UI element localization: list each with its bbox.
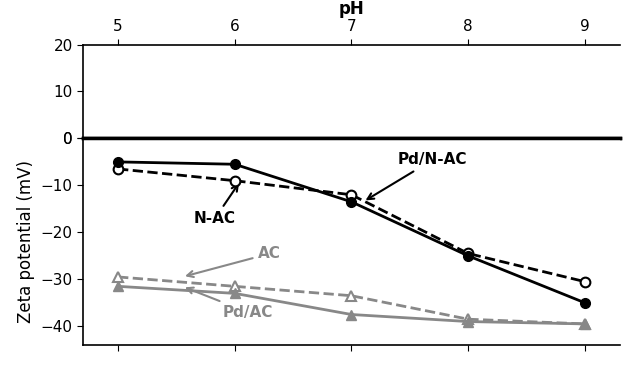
Text: N-AC: N-AC <box>194 185 238 226</box>
X-axis label: pH: pH <box>339 0 364 17</box>
Text: Pd/N-AC: Pd/N-AC <box>367 152 468 199</box>
Text: Pd/AC: Pd/AC <box>187 288 273 320</box>
Y-axis label: Zeta potential (mV): Zeta potential (mV) <box>17 160 35 323</box>
Text: AC: AC <box>187 246 281 277</box>
